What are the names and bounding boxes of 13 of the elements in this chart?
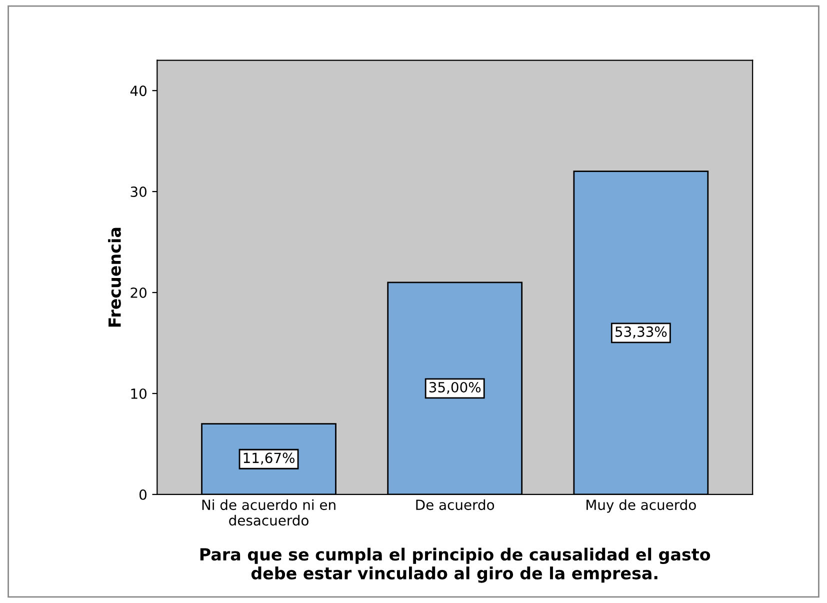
y-tick-label: 30 [130, 186, 146, 198]
x-tick-label: De acuerdo [416, 499, 494, 510]
y-tick-label: 0 [139, 489, 146, 500]
y-axis-title: Frecuencia [108, 228, 121, 327]
y-tick-label: 10 [131, 388, 146, 399]
x-axis-title: Para que se cumpla el principio de causalidad el gasto debe estar vinculado al giro de la empresa. [200, 548, 710, 583]
annotation: 35,00% [429, 382, 481, 394]
x-tick-label: Ni de acuerdo ni en desacuerdo [202, 499, 336, 526]
annotation: 53,33% [616, 326, 667, 338]
y-tick-label: 20 [130, 287, 146, 298]
x-tick-label: Muy de acuerdo [586, 499, 696, 513]
annotation: 11,67% [244, 452, 294, 465]
y-tick-label: 40 [130, 86, 146, 96]
